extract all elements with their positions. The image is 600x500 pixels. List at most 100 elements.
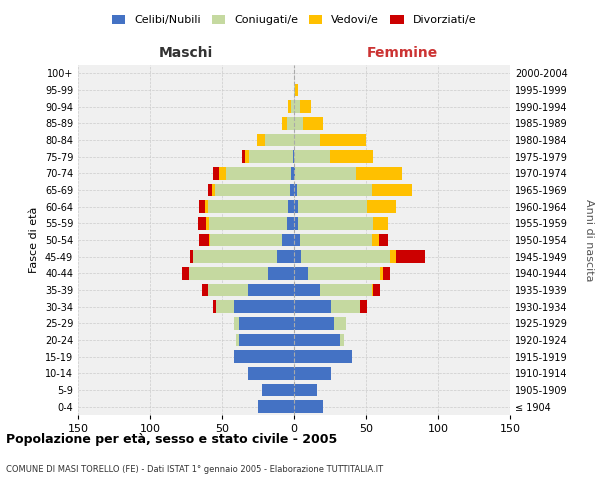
Bar (308, 267, 380, 280)
Bar (199, 200, 205, 213)
Bar (294, 317, 334, 330)
Bar (301, 250, 391, 263)
Bar (239, 317, 294, 330)
Bar (236, 334, 239, 346)
Bar (330, 150, 373, 163)
Bar (302, 117, 323, 130)
Bar (300, 234, 372, 246)
Bar (294, 350, 352, 363)
Bar (214, 300, 216, 313)
Bar (340, 334, 344, 346)
Bar (242, 150, 245, 163)
Bar (331, 300, 360, 313)
Bar (372, 184, 412, 196)
Bar (295, 84, 298, 96)
Bar (190, 250, 193, 263)
Bar (245, 150, 250, 163)
Bar (320, 284, 372, 296)
Bar (291, 167, 294, 179)
Bar (233, 317, 239, 330)
Bar (294, 84, 295, 96)
Bar (193, 250, 277, 263)
Bar (334, 317, 346, 330)
Bar (379, 234, 388, 246)
Bar (383, 267, 391, 280)
Bar (215, 184, 290, 196)
Bar (294, 117, 302, 130)
Bar (239, 334, 294, 346)
Bar (209, 217, 287, 230)
Bar (290, 184, 294, 196)
Bar (294, 100, 300, 113)
Bar (320, 134, 366, 146)
Bar (300, 100, 311, 113)
Bar (212, 184, 215, 196)
Bar (250, 150, 293, 163)
Bar (287, 117, 294, 130)
Bar (391, 250, 396, 263)
Bar (372, 234, 379, 246)
Bar (298, 200, 367, 213)
Bar (214, 167, 219, 179)
Bar (294, 200, 298, 213)
Bar (265, 134, 294, 146)
Bar (356, 167, 402, 179)
Bar (294, 150, 330, 163)
Bar (294, 384, 317, 396)
Bar (258, 400, 294, 413)
Bar (294, 400, 323, 413)
Bar (372, 284, 373, 296)
Bar (208, 284, 248, 296)
Bar (216, 300, 233, 313)
Bar (248, 367, 294, 380)
Bar (294, 300, 331, 313)
Bar (283, 117, 287, 130)
Bar (295, 167, 356, 179)
Bar (262, 384, 294, 396)
Bar (294, 134, 320, 146)
Bar (367, 200, 396, 213)
Bar (360, 300, 367, 313)
Bar (257, 134, 265, 146)
Bar (205, 200, 208, 213)
Y-axis label: Fasce di età: Fasce di età (29, 207, 39, 273)
Bar (293, 150, 294, 163)
Text: Maschi: Maschi (159, 46, 213, 60)
Bar (268, 267, 294, 280)
Bar (373, 284, 380, 296)
Bar (233, 300, 294, 313)
Bar (380, 267, 383, 280)
Bar (226, 167, 291, 179)
Bar (294, 367, 331, 380)
Bar (294, 284, 320, 296)
Bar (182, 267, 189, 280)
Bar (294, 167, 295, 179)
Bar (208, 200, 288, 213)
Bar (189, 267, 268, 280)
Bar (373, 217, 388, 230)
Text: COMUNE DI MASI TORELLO (FE) - Dati ISTAT 1° gennaio 2005 - Elaborazione TUTTITAL: COMUNE DI MASI TORELLO (FE) - Dati ISTAT… (6, 466, 383, 474)
Bar (298, 217, 373, 230)
Bar (211, 234, 283, 246)
Text: Popolazione per età, sesso e stato civile - 2005: Popolazione per età, sesso e stato civil… (6, 432, 337, 446)
Bar (233, 350, 294, 363)
Bar (288, 100, 291, 113)
Bar (294, 184, 297, 196)
Bar (291, 100, 294, 113)
Legend: Celibi/Nubili, Coniugati/e, Vedovi/e, Divorziati/e: Celibi/Nubili, Coniugati/e, Vedovi/e, Di… (107, 10, 481, 30)
Bar (199, 234, 209, 246)
Bar (396, 250, 425, 263)
Bar (294, 334, 340, 346)
Bar (294, 267, 308, 280)
Y-axis label: Anni di nascita: Anni di nascita (584, 198, 595, 281)
Bar (277, 250, 294, 263)
Bar (294, 250, 301, 263)
Text: Femmine: Femmine (367, 46, 437, 60)
Bar (288, 200, 294, 213)
Bar (294, 234, 300, 246)
Bar (208, 184, 212, 196)
Bar (248, 284, 294, 296)
Bar (287, 217, 294, 230)
Bar (209, 234, 211, 246)
Bar (297, 184, 372, 196)
